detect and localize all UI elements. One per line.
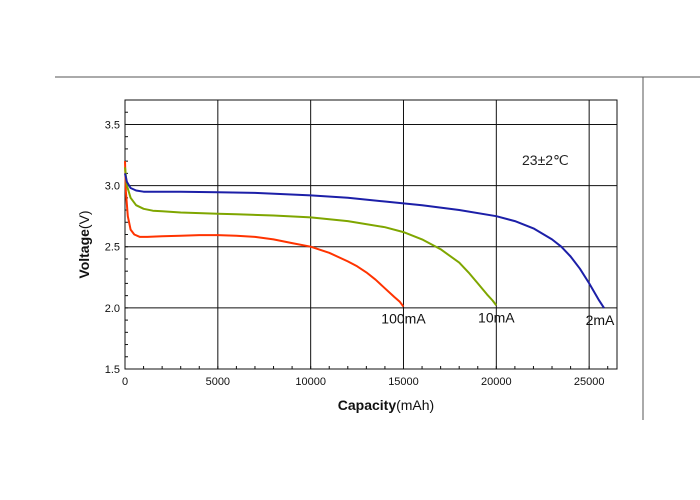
x-axis-title-unit: (mAh): [396, 397, 434, 413]
y-tick-label: 3.0: [105, 181, 120, 193]
x-tick-label: 25000: [574, 376, 605, 388]
series-line-100mA: [124, 161, 405, 308]
minor-ticks: [124, 99, 609, 370]
y-axis-title-unit: (V): [76, 210, 92, 229]
y-tick-label: 2.5: [105, 242, 120, 254]
series-line-10mA: [124, 167, 498, 307]
y-axis-title: Voltage(V): [76, 210, 92, 278]
plot-area: [124, 99, 618, 370]
series-label-100mA: 100mA: [381, 311, 426, 327]
y-tick-label: 2.0: [105, 303, 120, 315]
series-lines: [124, 161, 605, 309]
series-labels: 100mA 10mA 2mA: [381, 309, 615, 327]
x-axis-title-name: Capacity: [338, 397, 397, 413]
y-tick-labels: 1.5 2.0 2.5 3.0 3.5: [105, 119, 120, 376]
x-tick-label: 0: [122, 376, 128, 388]
temperature-annotation: 23±2℃: [522, 152, 569, 168]
y-tick-label: 3.5: [105, 119, 120, 131]
grid: [125, 100, 617, 369]
x-tick-label: 10000: [295, 376, 326, 388]
y-axis-title-name: Voltage: [76, 229, 92, 279]
series-label-2mA: 2mA: [586, 312, 615, 328]
x-tick-label: 15000: [388, 376, 419, 388]
x-tick-labels: 0 5000 10000 15000 20000 25000: [122, 376, 605, 388]
y-tick-label: 1.5: [105, 364, 120, 376]
x-axis-title: Capacity(mAh): [338, 397, 434, 413]
x-tick-label: 5000: [206, 376, 230, 388]
x-tick-label: 20000: [481, 376, 512, 388]
series-line-2mA: [124, 173, 605, 309]
series-label-10mA: 10mA: [478, 309, 515, 325]
